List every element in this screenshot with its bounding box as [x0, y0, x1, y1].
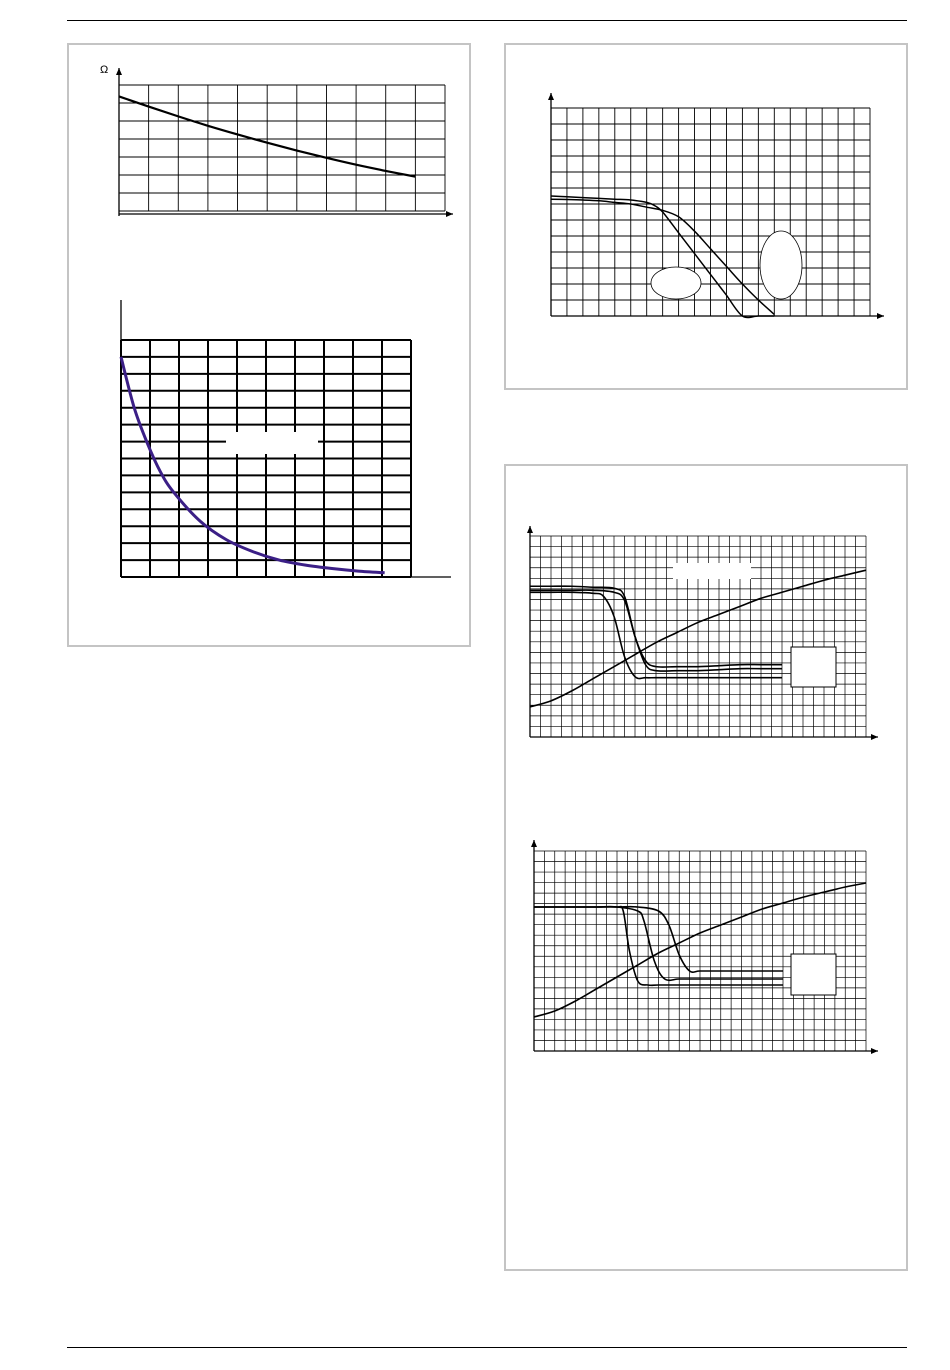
- chart4-series-3-line: [530, 589, 782, 672]
- chart4-label-mask: [673, 563, 751, 579]
- chart3-label-oval-1: [650, 266, 702, 300]
- chart4-series-2-line: [530, 585, 782, 668]
- chart1-x-arrow: [446, 211, 453, 217]
- chart1-ylabel: Ω: [100, 64, 109, 76]
- chart5-series-4-line: [533, 882, 867, 1018]
- top-rule: [67, 20, 907, 21]
- chart5-x-arrow: [871, 1048, 878, 1054]
- chart4-y-arrow: [527, 526, 533, 533]
- chart4-series-1-line: [529, 591, 782, 680]
- chart5-y-arrow: [531, 840, 537, 847]
- panel-right-top: [504, 43, 908, 390]
- chart3-label-oval-2: [759, 230, 803, 300]
- chart3-y-arrow: [548, 93, 554, 100]
- chart2-label-mask: [226, 432, 318, 454]
- chart1-y-arrow: [116, 68, 122, 75]
- chart3-series-1-line: [550, 195, 775, 319]
- chart5-legend-box: [790, 953, 837, 996]
- chart4-series-4-line: [529, 569, 867, 708]
- panel-right-bottom: [504, 464, 908, 1271]
- bottom-rule: [67, 1347, 907, 1348]
- chart4-legend-box: [790, 646, 837, 688]
- chart1-series-1-line: [118, 95, 416, 178]
- chart2-series-1-line: [119, 356, 385, 575]
- chart5-series-3-line: [533, 905, 783, 973]
- chart3-series-2-line: [550, 198, 775, 315]
- chart4-x-arrow: [871, 734, 878, 740]
- chart3-x-arrow: [877, 313, 884, 319]
